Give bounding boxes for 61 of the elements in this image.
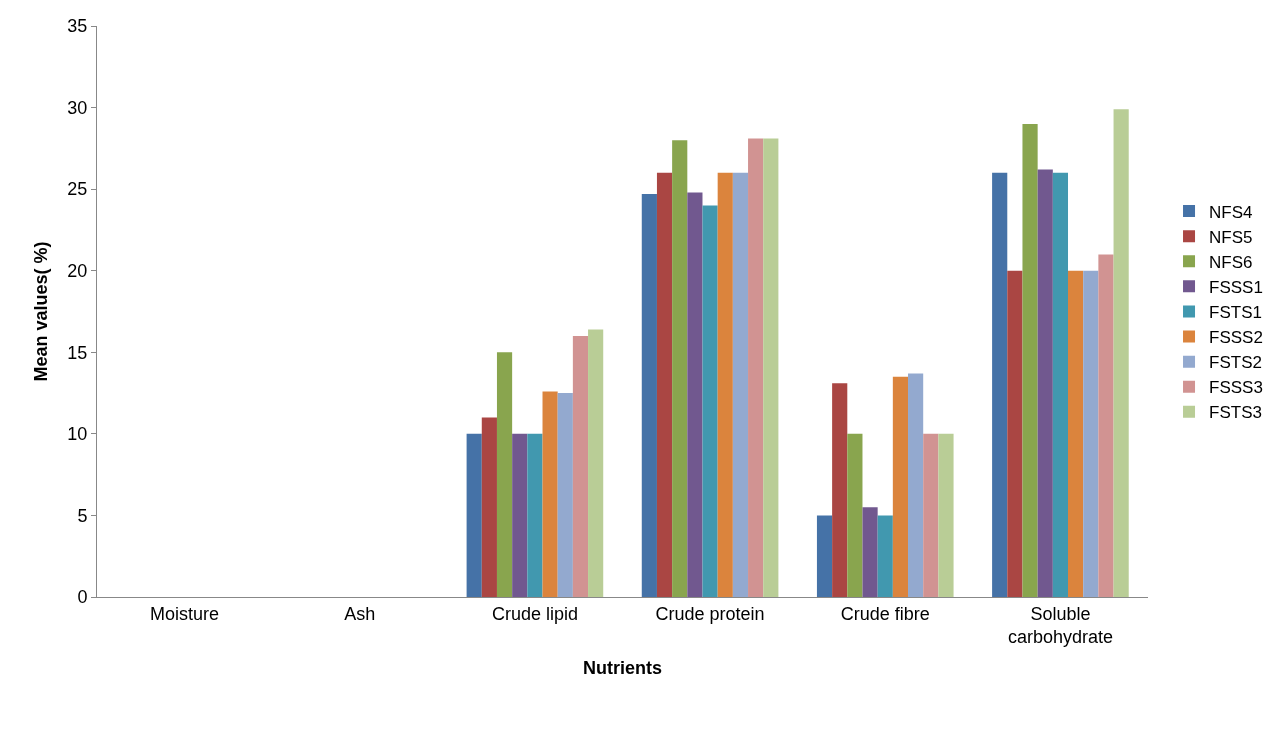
x-tick-label: Crude lipid: [491, 603, 578, 624]
bar: [732, 172, 749, 597]
y-tick-label: 10: [67, 424, 88, 445]
bar: [481, 417, 497, 597]
bar: [892, 376, 909, 597]
y-tick-label: 25: [67, 179, 88, 200]
bar: [557, 393, 573, 597]
legend-label: FSSS3: [1209, 378, 1263, 398]
bar: [717, 172, 733, 597]
x-tick-label: Crude protein: [655, 603, 765, 624]
bar: [527, 433, 543, 597]
bar: [572, 335, 589, 597]
bar: [512, 433, 528, 597]
bar: [466, 433, 482, 597]
legend-label: FSTS3: [1209, 403, 1262, 423]
y-tick-label: 0: [77, 587, 88, 608]
bar: [1113, 109, 1129, 597]
bar: [923, 433, 939, 597]
legend-label: NFS4: [1209, 202, 1253, 222]
y-tick-label: 15: [67, 342, 88, 363]
bar: [1007, 270, 1023, 597]
y-tick-label: 35: [67, 16, 88, 37]
bar: [908, 373, 924, 597]
legend-label: FSTS1: [1209, 303, 1262, 323]
y-tick-label: 30: [67, 97, 88, 118]
bar: [763, 138, 779, 597]
bar: [641, 194, 657, 597]
bar: [832, 383, 848, 597]
bar: [1052, 172, 1069, 597]
bar: [588, 329, 604, 597]
bar: [542, 391, 558, 597]
bar: [847, 433, 863, 597]
y-tick-label: 5: [77, 505, 88, 526]
bar: [672, 140, 688, 597]
bar: [816, 515, 833, 597]
bar: [1022, 123, 1038, 597]
x-tick-label: Crude fibre: [840, 603, 930, 624]
x-tick-label: Moisture: [150, 603, 220, 624]
bar: [748, 138, 764, 597]
bar: [687, 192, 703, 597]
bar: [702, 205, 718, 597]
bar: [1098, 254, 1114, 597]
x-tick-label: Soluble carbohydrate: [1007, 603, 1113, 647]
x-tick-label: Ash: [344, 603, 376, 624]
bar: [938, 433, 954, 597]
bar: [1068, 270, 1084, 597]
bar: [877, 515, 893, 597]
legend-label: FSSS2: [1209, 328, 1263, 348]
y-tick-label: 20: [67, 261, 88, 282]
legend-label: FSTS2: [1209, 353, 1262, 373]
bar: [1083, 270, 1099, 597]
bar: [992, 172, 1008, 597]
legend-label: NFS6: [1209, 252, 1253, 272]
y-axis-title: Mean values( %): [30, 241, 51, 382]
bar: [496, 352, 513, 597]
x-axis-title: Nutrients: [582, 658, 663, 679]
legend-label: NFS5: [1209, 227, 1253, 247]
bar: [862, 507, 878, 597]
bar: [1037, 169, 1053, 597]
bar: [656, 172, 673, 597]
legend-label: FSSS1: [1209, 277, 1263, 297]
